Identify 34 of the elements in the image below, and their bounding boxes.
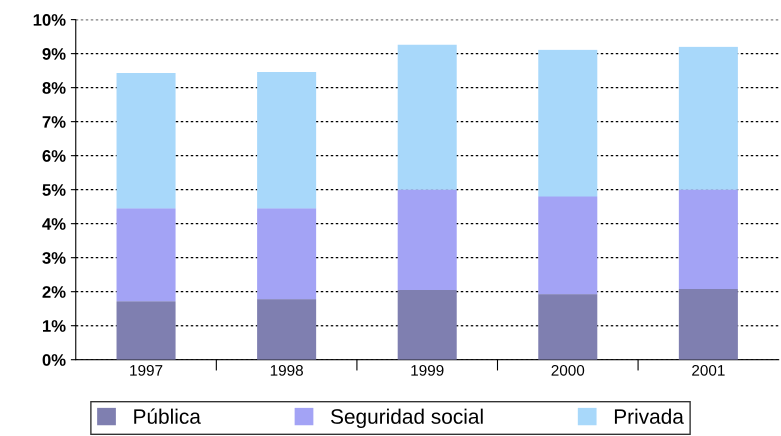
bar xyxy=(678,46,738,190)
legend-label: Pública xyxy=(134,408,201,424)
bar xyxy=(398,290,457,360)
y-tick-label: 1% xyxy=(42,320,66,332)
x-tick-label: 1998 xyxy=(270,364,303,376)
bar xyxy=(116,208,176,302)
y-tick-label: 0% xyxy=(42,354,66,366)
x-tick-label: 1997 xyxy=(130,364,162,376)
y-tick-label: 4% xyxy=(42,218,66,230)
legend-label: Privada xyxy=(614,408,684,424)
bar xyxy=(398,44,457,190)
bar xyxy=(116,301,176,360)
y-tick-label: 5% xyxy=(42,184,66,196)
x-tick-label: 2001 xyxy=(692,364,725,376)
bar xyxy=(538,50,598,196)
y-tick-label: 10% xyxy=(34,14,66,26)
x-tick-label: 2000 xyxy=(552,364,584,376)
bar xyxy=(116,73,176,208)
bar xyxy=(398,190,457,290)
bar xyxy=(257,299,316,360)
y-tick-label: 8% xyxy=(42,82,66,94)
bar xyxy=(257,208,316,300)
bar xyxy=(538,294,598,360)
bar xyxy=(678,190,738,289)
y-tick-label: 9% xyxy=(42,48,66,60)
y-tick-label: 6% xyxy=(42,150,66,162)
bar xyxy=(257,72,316,208)
legend-label: Seguridad social xyxy=(330,408,483,428)
y-tick-label: 3% xyxy=(42,252,66,264)
bar xyxy=(678,288,738,360)
bar xyxy=(538,196,598,294)
x-tick-label: 1999 xyxy=(411,364,444,376)
y-tick-label: 7% xyxy=(42,116,66,128)
y-tick-label: 2% xyxy=(42,286,66,298)
